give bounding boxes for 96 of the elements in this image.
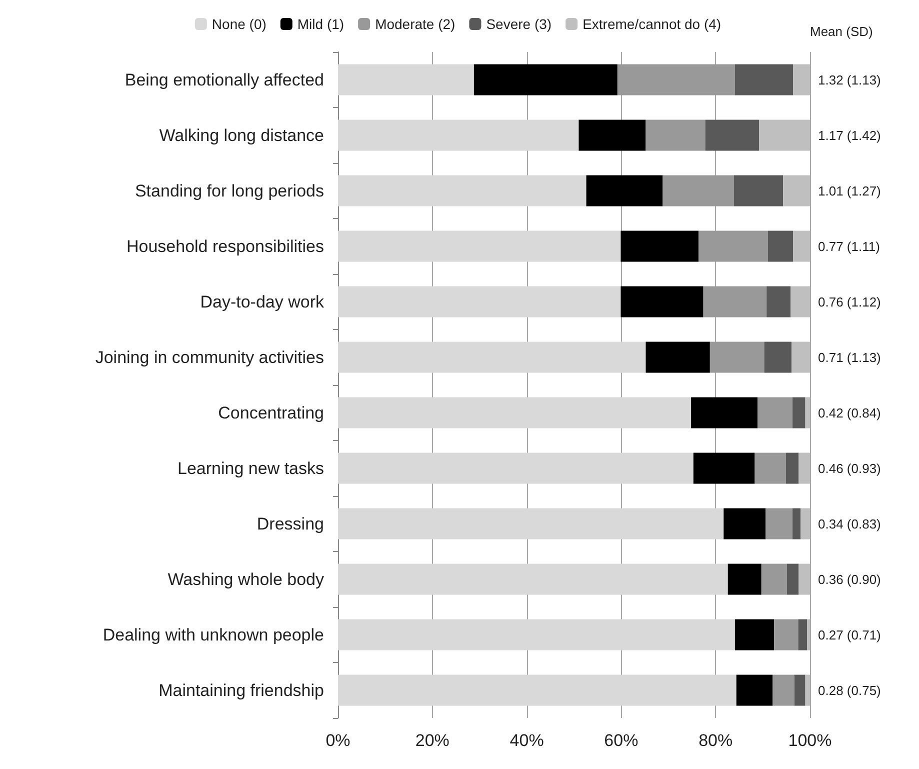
bar — [805, 674, 810, 706]
text: 0.71 (1.13) — [818, 350, 881, 365]
bar — [793, 64, 810, 96]
bar — [662, 175, 734, 206]
bar — [798, 564, 810, 595]
text: 1.01 (1.27) — [818, 183, 881, 198]
text: 1.17 (1.42) — [818, 128, 881, 143]
bar — [758, 397, 793, 428]
bar — [724, 508, 766, 540]
bar — [646, 120, 706, 151]
y-tick-label: Dressing — [256, 514, 324, 534]
legend-label: Mild (1) — [297, 16, 344, 32]
bar — [798, 452, 810, 484]
bar — [772, 674, 794, 706]
bar — [693, 452, 755, 484]
bar — [734, 619, 774, 650]
bar — [786, 564, 799, 595]
y-tick-label: Concentrating — [218, 403, 324, 422]
bar — [338, 230, 621, 262]
bar — [759, 120, 810, 151]
bar — [807, 619, 810, 650]
legend-label: Moderate (2) — [375, 16, 456, 32]
text: 0.28 (0.75) — [818, 682, 881, 698]
x-tick-label: 40% — [510, 731, 544, 750]
bar — [338, 120, 579, 151]
bar — [794, 674, 806, 706]
bar — [338, 452, 694, 484]
legend-label: None (0) — [212, 16, 266, 32]
x-tick-label: 60% — [604, 731, 638, 750]
x-tick-label: 80% — [698, 731, 733, 750]
legend-label: Severe (3) — [486, 16, 552, 32]
bar — [728, 564, 762, 595]
bar — [620, 230, 699, 262]
y-tick-label: Maintaining friendship — [158, 680, 324, 700]
bar — [586, 175, 663, 206]
bar — [793, 230, 810, 262]
text: Mean (SD) — [810, 24, 873, 39]
bar — [474, 64, 618, 96]
bar — [761, 564, 787, 595]
y-tick-label: Washing whole body — [168, 570, 324, 589]
bar — [338, 342, 646, 373]
bar — [734, 175, 784, 206]
x-tick-label: 0% — [326, 731, 350, 750]
bar — [338, 674, 736, 706]
bar — [338, 508, 724, 540]
y-tick-label: Being emotionally affected — [124, 70, 324, 90]
text: 1.32 (1.13) — [818, 72, 881, 88]
bar — [338, 286, 621, 318]
bar — [338, 564, 728, 595]
bar — [790, 286, 810, 318]
bar — [691, 397, 758, 428]
bar — [792, 397, 806, 428]
bar — [768, 230, 794, 262]
text: 0.46 (0.93) — [818, 460, 881, 476]
bar — [710, 342, 764, 373]
y-tick-label: Learning new tasks — [178, 458, 324, 478]
y-tick-label: Day-to-day work — [200, 292, 324, 312]
bar — [703, 286, 767, 318]
bar — [736, 674, 773, 706]
bar — [754, 452, 786, 484]
bar — [792, 508, 801, 540]
bar — [338, 397, 692, 428]
bar — [764, 342, 792, 373]
y-tick-label: Walking long distance — [159, 126, 324, 145]
bar — [338, 175, 586, 206]
text: 0.76 (1.12) — [818, 294, 881, 310]
text: 0.27 (0.71) — [818, 627, 881, 642]
bar — [774, 619, 798, 650]
y-tick-label: Household responsibilities — [126, 236, 324, 256]
bar — [620, 286, 704, 318]
bar — [705, 120, 760, 151]
bar — [734, 64, 794, 96]
text: 0.36 (0.90) — [818, 572, 881, 587]
bar — [766, 286, 791, 318]
bar — [805, 397, 810, 428]
y-tick-label: Dealing with unknown people — [102, 625, 324, 644]
x-tick-label: 100% — [788, 731, 832, 750]
text: 0.42 (0.84) — [818, 405, 881, 420]
bar — [766, 508, 793, 540]
bar — [338, 64, 474, 96]
y-tick-label: Joining in community activities — [95, 348, 324, 367]
bar — [783, 175, 810, 206]
bar — [798, 619, 808, 650]
bar — [338, 619, 735, 650]
text: 0.34 (0.83) — [818, 516, 881, 532]
bar — [646, 342, 710, 373]
text: 0.77 (1.11) — [818, 238, 880, 254]
y-tick-label: Standing for long periods — [134, 181, 324, 200]
legend-label: Extreme/cannot do (4) — [582, 16, 722, 32]
bar — [698, 230, 768, 262]
x-tick-label: 20% — [415, 731, 450, 750]
bar — [578, 120, 646, 151]
bar — [792, 342, 810, 373]
bar — [800, 508, 810, 540]
bar — [786, 452, 799, 484]
bar — [617, 64, 735, 96]
